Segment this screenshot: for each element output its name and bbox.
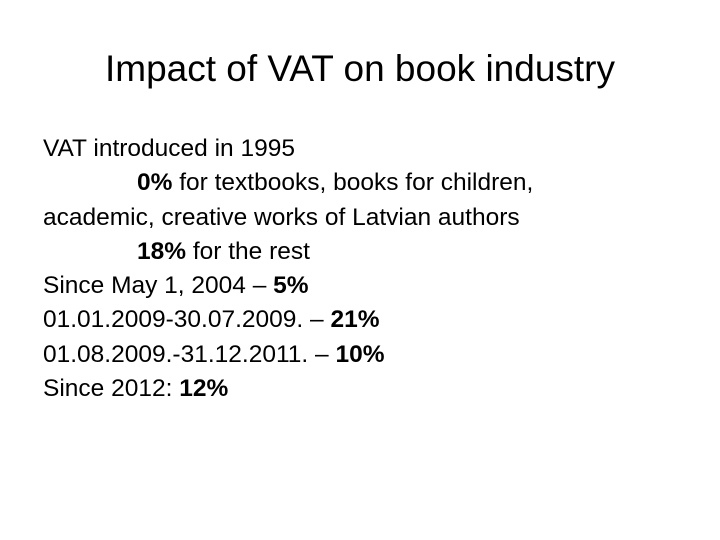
vat-rate: 10% [335,340,385,368]
body-line: 01.01.2009-30.07.2009. – 21% [43,303,683,337]
body-line-text: for textbooks, books for children, [172,169,534,197]
body-line-indented: 18% for the rest [43,235,683,269]
slide-title: Impact of VAT on book industry [104,48,616,89]
vat-rate: 0% [137,169,173,197]
vat-rate: 5% [273,272,309,300]
body-line: Since May 1, 2004 – 5% [43,269,683,303]
body-line-indented: 0% for textbooks, books for children, [43,166,683,200]
body-line: VAT introduced in 1995 [43,135,295,162]
body-line-text: for the rest [186,237,310,265]
vat-rate: 21% [330,306,380,334]
body-line-text: Since May 1, 2004 – [43,272,274,300]
body-line-text: 01.01.2009-30.07.2009. – [43,306,331,334]
body-line: academic, creative works of Latvian auth… [43,203,520,231]
vat-rate: 18% [137,237,187,265]
body-line: 01.08.2009.-31.12.2011. – 10% [43,338,683,372]
body-line: Since 2012: 12% [43,372,683,406]
body-line-text: Since 2012: [43,375,180,403]
slide-body: VAT introduced in 1995 0% for textbooks,… [43,132,683,406]
body-line-text: 01.08.2009.-31.12.2011. – [43,340,336,368]
vat-rate: 12% [179,375,229,403]
